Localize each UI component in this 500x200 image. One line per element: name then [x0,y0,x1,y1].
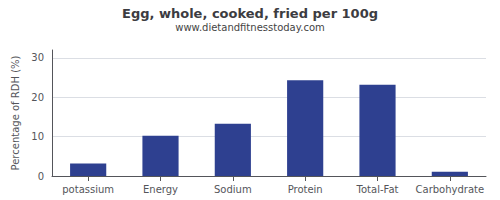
svg-text:Egg, whole, cooked, fried per: Egg, whole, cooked, fried per 100g [122,6,378,21]
svg-text:20: 20 [31,92,44,103]
svg-text:Energy: Energy [143,184,178,195]
svg-text:0: 0 [38,171,44,182]
svg-text:Sodium: Sodium [214,184,252,195]
svg-text:10: 10 [31,131,44,142]
svg-text:Percentage of RDH (%): Percentage of RDH (%) [10,55,21,170]
svg-text:www.dietandfitnesstoday.com: www.dietandfitnesstoday.com [175,22,324,33]
svg-text:30: 30 [31,52,44,63]
svg-text:Protein: Protein [288,184,323,195]
svg-text:Total-Fat: Total-Fat [356,184,399,195]
svg-text:Carbohydrate: Carbohydrate [416,184,485,195]
svg-text:potassium: potassium [62,184,114,195]
